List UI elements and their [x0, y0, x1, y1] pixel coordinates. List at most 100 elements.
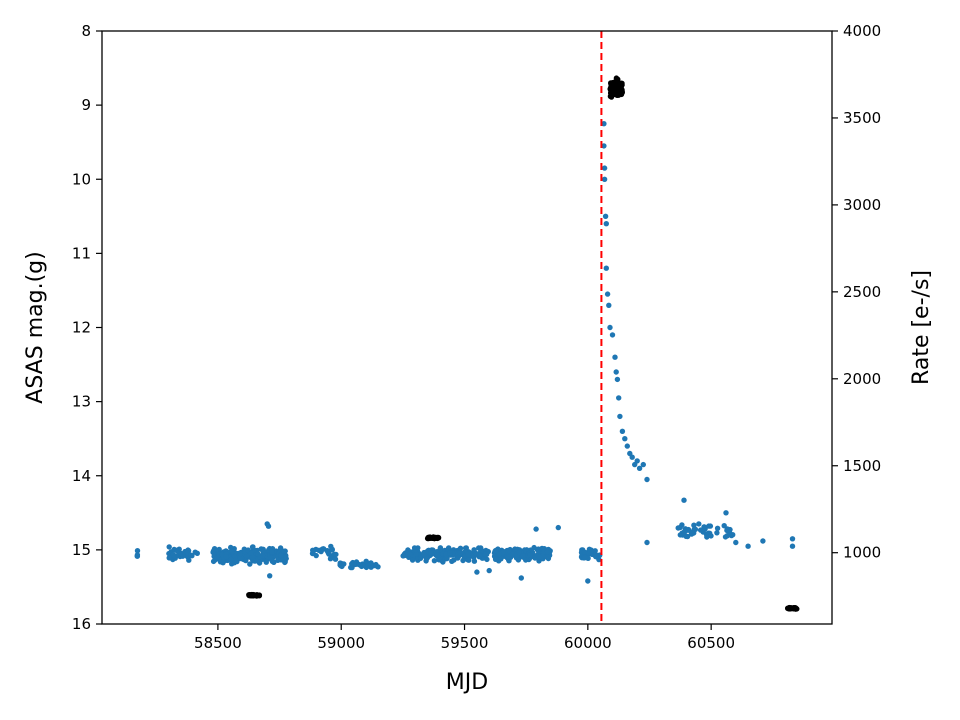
data-point — [691, 522, 697, 528]
y-right-tick-label: 2500 — [843, 283, 881, 301]
data-point — [269, 549, 275, 555]
data-point — [614, 76, 621, 82]
data-point — [702, 526, 708, 532]
data-point — [329, 546, 335, 552]
data-point — [255, 551, 261, 557]
data-point — [278, 556, 284, 562]
data-point — [486, 567, 492, 574]
data-point — [326, 551, 332, 557]
data-point — [601, 176, 608, 182]
data-point — [465, 551, 471, 557]
data-point — [431, 558, 438, 564]
data-point — [629, 454, 635, 460]
data-point — [518, 575, 524, 581]
data-point — [431, 535, 438, 542]
data-point — [585, 578, 591, 584]
data-point — [188, 552, 194, 558]
data-point — [527, 552, 533, 558]
data-point — [498, 556, 504, 562]
data-point — [250, 544, 256, 550]
data-point — [170, 552, 176, 558]
data-point — [243, 553, 250, 559]
data-point — [233, 557, 239, 563]
y-tick-label: 11 — [72, 244, 91, 262]
data-point — [256, 592, 262, 599]
data-point — [555, 524, 561, 531]
data-point — [400, 553, 406, 559]
data-point — [229, 561, 235, 567]
data-point — [211, 546, 218, 552]
data-point — [243, 557, 249, 564]
data-point — [614, 92, 620, 99]
series-1 — [134, 121, 796, 584]
y-axis-right-ticks: 1000 1500 2000 2500 3000 3500 4000 — [832, 22, 881, 562]
plot-frame — [101, 30, 833, 625]
y-axis-left-ticks: 8 9 10 11 12 13 14 15 16 — [72, 22, 102, 633]
data-point — [412, 547, 419, 553]
data-point — [714, 530, 720, 536]
data-point — [174, 548, 180, 554]
data-point — [474, 569, 480, 575]
data-point — [166, 544, 172, 550]
data-point — [696, 521, 702, 527]
data-point — [545, 553, 552, 560]
data-point — [619, 428, 626, 434]
data-point — [640, 461, 646, 468]
data-point — [622, 436, 628, 442]
data-point — [316, 547, 322, 553]
data-point — [708, 533, 714, 539]
data-point — [603, 265, 609, 271]
data-point — [586, 546, 593, 552]
data-point — [789, 536, 796, 542]
y-tick-label: 15 — [72, 541, 91, 559]
data-point — [434, 552, 440, 558]
data-point — [607, 86, 614, 92]
data-point — [520, 553, 526, 559]
data-point — [612, 354, 618, 360]
x-tick-label: 59000 — [317, 634, 365, 652]
data-point — [492, 556, 499, 562]
data-point — [714, 525, 721, 531]
data-point — [644, 476, 650, 483]
data-point — [616, 395, 622, 401]
data-point — [327, 556, 334, 562]
data-point — [789, 605, 795, 612]
y-tick-label: 13 — [72, 393, 91, 411]
data-point — [134, 553, 141, 559]
data-point — [760, 538, 766, 544]
data-point — [617, 413, 623, 420]
data-point — [606, 302, 612, 308]
data-point — [721, 523, 727, 529]
data-point — [341, 561, 347, 567]
data-point — [604, 291, 611, 297]
data-point — [248, 550, 254, 556]
x-axis-ticks: 58500 59000 59500 60000 60500 — [194, 624, 735, 652]
data-point — [483, 551, 489, 558]
data-point — [614, 84, 621, 90]
data-point — [745, 543, 751, 549]
data-point — [228, 556, 234, 563]
y-tick-label: 10 — [72, 170, 91, 188]
data-point — [268, 555, 274, 561]
data-point — [679, 522, 685, 528]
y-right-tick-label: 3500 — [843, 109, 881, 127]
data-point — [624, 443, 630, 449]
data-point — [229, 548, 235, 554]
data-point — [332, 556, 339, 562]
series-2 — [246, 75, 800, 612]
data-point — [357, 562, 363, 568]
data-point — [601, 143, 607, 149]
data-point — [460, 557, 466, 564]
x-tick-label: 58500 — [194, 634, 242, 652]
data-point — [677, 532, 683, 538]
data-point — [582, 554, 589, 561]
data-point — [496, 551, 502, 557]
data-point — [375, 564, 381, 570]
data-point — [473, 550, 479, 557]
data-point — [267, 573, 273, 579]
data-point — [608, 94, 615, 100]
data-point — [601, 165, 608, 171]
data-point — [603, 221, 609, 227]
data-point — [216, 546, 222, 553]
